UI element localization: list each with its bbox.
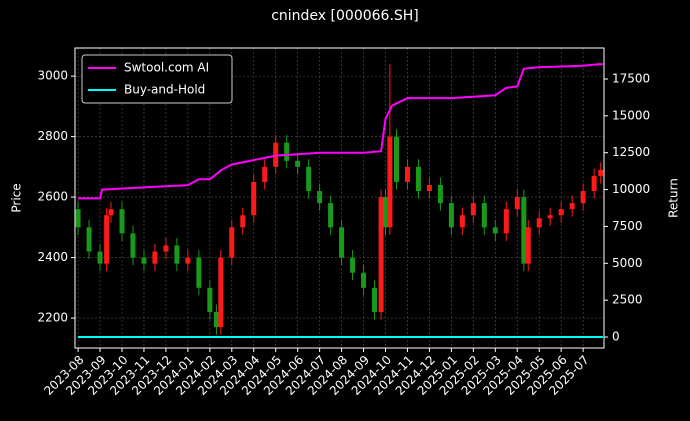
plot-frame — [74, 47, 605, 349]
candle-body — [75, 209, 81, 228]
candle-body — [521, 197, 527, 264]
candle-body — [295, 160, 301, 167]
candle-body — [514, 197, 520, 210]
candle-body — [108, 209, 114, 216]
candle-body — [306, 166, 312, 192]
candle-body — [97, 251, 103, 264]
candle-body — [459, 215, 465, 228]
candle-body — [525, 227, 531, 264]
candle-body — [229, 227, 235, 258]
candle-body — [196, 257, 202, 288]
y-tick-label: 2400 — [37, 250, 68, 264]
candle-body — [213, 312, 219, 328]
y2-tick-label: 15000 — [612, 108, 650, 122]
candle-body — [598, 169, 604, 176]
candle-body — [591, 175, 597, 192]
candle-body — [372, 287, 378, 313]
candle-body — [284, 142, 290, 161]
candle-body — [470, 203, 476, 216]
legend-label: Swtool.com AI — [124, 61, 209, 75]
candle-body — [130, 233, 136, 258]
y2-tick-label: 10000 — [612, 182, 650, 196]
candle-body — [415, 166, 421, 192]
candle-body — [387, 136, 393, 228]
y-tick-label: 2200 — [37, 311, 68, 325]
y-tick-label: 2600 — [37, 190, 68, 204]
candle-body — [404, 166, 410, 182]
candle-body — [569, 203, 575, 210]
candle-body — [448, 203, 454, 228]
candle-body — [378, 197, 384, 313]
candle-body — [218, 257, 224, 328]
y-tick-label: 3000 — [37, 69, 68, 83]
candle-body — [163, 245, 169, 252]
candle-body — [350, 257, 356, 273]
y-axis-label: Price — [10, 183, 24, 212]
chart-title: cnindex [000066.SH] — [271, 8, 419, 24]
candle-body — [383, 197, 389, 228]
candle-body — [86, 227, 92, 252]
candle-body — [207, 287, 213, 313]
candle-body — [317, 191, 323, 204]
candle-body — [240, 215, 246, 228]
y2-tick-label: 0 — [612, 330, 620, 344]
candle-body — [481, 203, 487, 228]
candle-body — [328, 203, 334, 228]
candle-body — [141, 257, 147, 264]
candle-body — [185, 257, 191, 264]
candle-body — [104, 215, 110, 264]
y2-tick-label: 17500 — [612, 72, 650, 86]
y2-tick-label: 12500 — [612, 145, 650, 159]
candle-body — [426, 184, 432, 192]
candle-body — [251, 181, 257, 216]
y2-tick-label: 7500 — [612, 219, 643, 233]
candle-body — [152, 251, 158, 264]
candle-body — [262, 166, 268, 182]
candle-body — [119, 209, 125, 234]
y-tick-label: 2800 — [37, 129, 68, 143]
candle-body — [393, 136, 399, 182]
candle-body — [558, 209, 564, 216]
line-series — [78, 63, 603, 200]
candle-body — [547, 215, 553, 219]
candle-body — [174, 245, 180, 264]
legend-label: Buy-and-Hold — [124, 83, 205, 97]
candle-body — [492, 227, 498, 234]
legend-box — [81, 54, 233, 104]
candle-body — [339, 227, 345, 258]
candle-body — [580, 191, 586, 204]
candle-body — [437, 184, 443, 204]
candle-body — [503, 209, 509, 234]
y2-axis-label: Return — [667, 178, 681, 218]
y2-tick-label: 5000 — [612, 256, 643, 270]
candle-body — [536, 218, 542, 228]
candle-body — [361, 272, 367, 288]
y2-tick-label: 2500 — [612, 293, 643, 307]
